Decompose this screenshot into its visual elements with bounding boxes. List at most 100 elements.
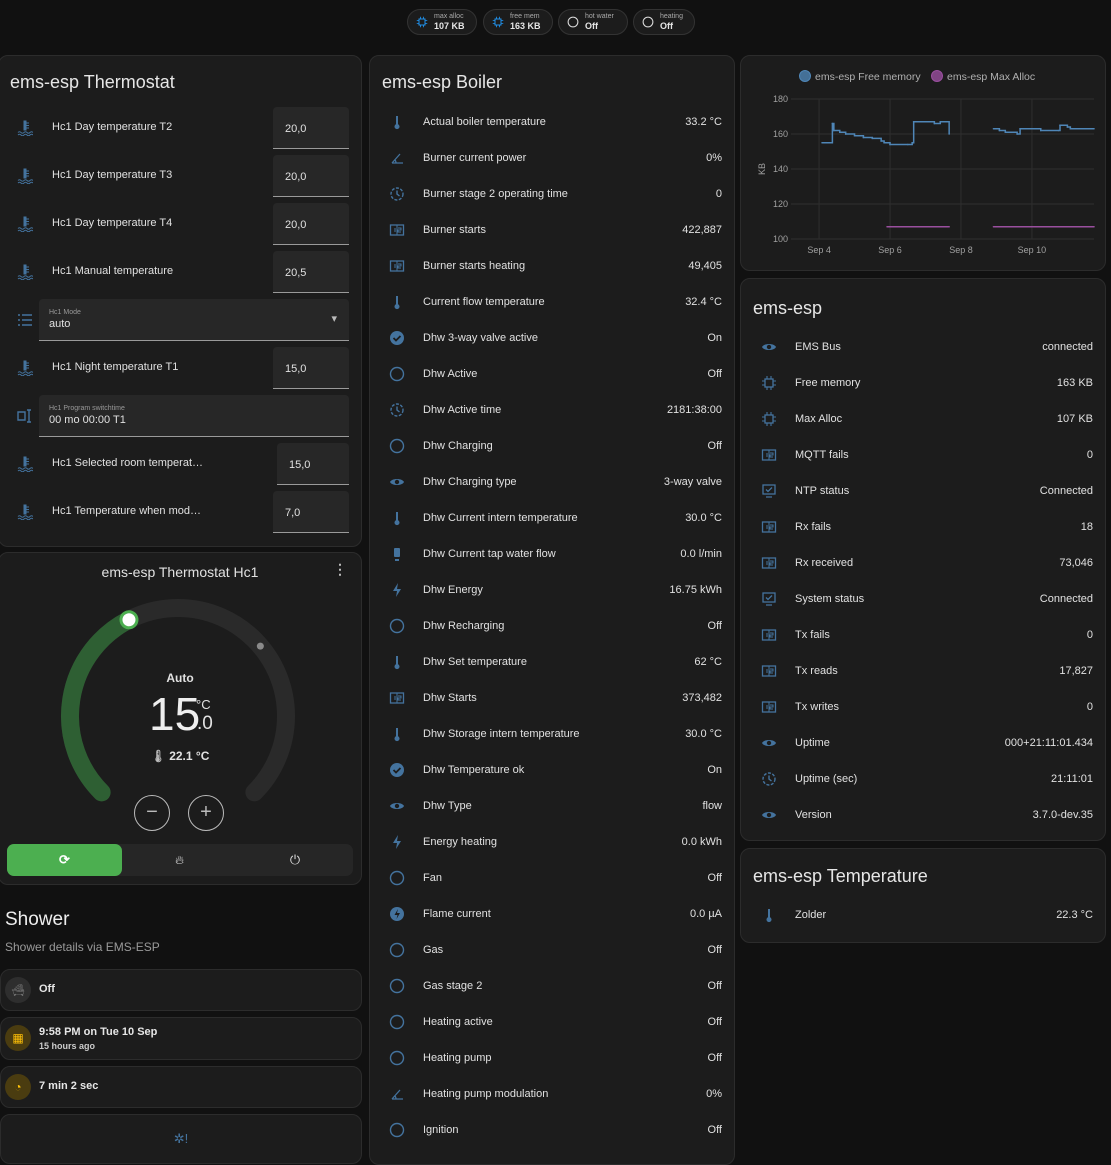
entity-row[interactable]: Dhw Active time 2181:38:00: [370, 392, 734, 428]
row-label: Hc1 Night temperature T1: [52, 361, 179, 373]
mode-off-button[interactable]: ⏻: [237, 844, 353, 876]
temperature-dial[interactable]: [0, 553, 362, 885]
entity-row[interactable]: Dhw Charging type 3-way valve: [370, 464, 734, 500]
entity-row[interactable]: Dhw Set temperature 62 °C: [370, 644, 734, 680]
data-point: [1039, 129, 1042, 132]
memory-chart[interactable]: 100 120 140 160 180 Sep 4 Sep 6 Sep 8 Sep 10 KB em…: [741, 56, 1106, 271]
entity-row[interactable]: Actual boiler temperature 33.2 °C: [370, 104, 734, 140]
entity-row[interactable]: Dhw Recharging Off: [370, 608, 734, 644]
clock-icon: [389, 402, 405, 418]
entity-name: Ignition: [423, 1124, 459, 1136]
entity-row[interactable]: MQTT fails 0: [741, 437, 1105, 473]
mode-select[interactable]: Hc1 Mode auto ▾: [39, 299, 349, 341]
entity-row[interactable]: Uptime (sec) 21:11:01: [741, 761, 1105, 797]
number-input[interactable]: 15,0: [277, 443, 349, 485]
check-circle-icon: [389, 762, 405, 778]
entity-name: Dhw Charging: [423, 440, 493, 452]
entity-name: Current flow temperature: [423, 296, 545, 308]
entity-row[interactable]: Heating pump modulation 0%: [370, 1076, 734, 1112]
entity-name: Gas: [423, 944, 444, 956]
entity-name: Dhw Energy: [423, 584, 483, 596]
entity-name: Flame current: [423, 908, 491, 920]
entity-row[interactable]: Max Alloc 107 KB: [741, 401, 1105, 437]
entity-row[interactable]: Heating active Off: [370, 1004, 734, 1040]
entity-row[interactable]: Free memory 163 KB: [741, 365, 1105, 401]
entity-row[interactable]: Tx writes 0: [741, 689, 1105, 725]
entity-row[interactable]: Dhw Starts 373,482: [370, 680, 734, 716]
entity-row[interactable]: Dhw 3-way valve active On: [370, 320, 734, 356]
entity-name: Dhw Active time: [423, 404, 502, 416]
data-point: [933, 122, 936, 125]
entity-row[interactable]: Flame current 0.0 µA: [370, 896, 734, 932]
entity-row[interactable]: Burner stage 2 operating time 0: [370, 176, 734, 212]
entity-row[interactable]: Gas Off: [370, 932, 734, 968]
entity-row[interactable]: Fan Off: [370, 860, 734, 896]
increase-button[interactable]: +: [188, 795, 224, 831]
text-input[interactable]: Hc1 Program switchtime 00 mo 00:00 T1: [39, 395, 349, 437]
entity-row[interactable]: Dhw Storage intern temperature 30.0 °C: [370, 716, 734, 752]
entity-row[interactable]: Version 3.7.0-dev.35: [741, 797, 1105, 833]
entity-row[interactable]: Tx fails 0: [741, 617, 1105, 653]
shower-tile-calendar[interactable]: ▦ 9:58 PM on Tue 10 Sep 15 hours ago: [0, 1017, 362, 1060]
number-input[interactable]: 20,5: [273, 251, 349, 293]
target-handle[interactable]: [119, 610, 139, 630]
entity-row[interactable]: Dhw Temperature ok On: [370, 752, 734, 788]
entity-row[interactable]: Zolder 22.3 °C: [741, 897, 1105, 933]
entity-row[interactable]: Rx fails 18: [741, 509, 1105, 545]
entity-row[interactable]: Dhw Active Off: [370, 356, 734, 392]
number-input[interactable]: 20,0: [273, 107, 349, 149]
entity-row[interactable]: Burner current power 0%: [370, 140, 734, 176]
entity-value: flow: [702, 800, 722, 812]
entity-row[interactable]: Tx reads 17,827: [741, 653, 1105, 689]
entity-row[interactable]: NTP status Connected: [741, 473, 1105, 509]
chip-free-mem[interactable]: free mem 163 KB: [483, 9, 553, 35]
entity-row[interactable]: EMS Bus connected: [741, 329, 1105, 365]
more-options-icon[interactable]: ⋮: [333, 561, 347, 577]
entity-row[interactable]: Dhw Charging Off: [370, 428, 734, 464]
mode-auto-button[interactable]: ⟳: [7, 844, 122, 876]
decrease-button[interactable]: −: [134, 795, 170, 831]
chip-hot-water[interactable]: hot water Off: [558, 9, 628, 35]
entity-row[interactable]: Dhw Type flow: [370, 788, 734, 824]
mode-heat-button[interactable]: 🔥︎: [122, 844, 237, 876]
entity-row[interactable]: Dhw Energy 16.75 kWh: [370, 572, 734, 608]
entity-row[interactable]: Ignition Off: [370, 1112, 734, 1148]
entity-row[interactable]: Burner starts 422,887: [370, 212, 734, 248]
card-title: ems-esp Boiler: [382, 72, 503, 92]
entity-row[interactable]: Dhw Current intern temperature 30.0 °C: [370, 500, 734, 536]
data-point: [830, 141, 832, 144]
counter-icon: [761, 627, 777, 643]
entity-row[interactable]: Dhw Current tap water flow 0.0 l/min: [370, 536, 734, 572]
target-decimal: .0: [197, 713, 213, 734]
entity-value: 49,405: [688, 260, 722, 272]
shower-tile-timer[interactable]: ◔ 7 min 2 sec: [0, 1066, 362, 1108]
entity-name: Gas stage 2: [423, 980, 483, 992]
entity-name: Dhw Type: [423, 800, 472, 812]
entity-row[interactable]: Heating pump Off: [370, 1040, 734, 1076]
chip-max-alloc[interactable]: max alloc 107 KB: [407, 9, 477, 35]
entity-row[interactable]: System status Connected: [741, 581, 1105, 617]
thermometer-icon: [389, 114, 405, 130]
entity-row[interactable]: Gas stage 2 Off: [370, 968, 734, 1004]
data-point: [883, 141, 885, 144]
number-input[interactable]: 20,0: [273, 203, 349, 245]
entity-value: 30.0 °C: [685, 728, 722, 740]
number-input[interactable]: 7,0: [273, 491, 349, 533]
entity-name: NTP status: [795, 485, 850, 497]
chip-label: heating: [660, 13, 683, 20]
number-input[interactable]: 15,0: [273, 347, 349, 389]
number-input[interactable]: 20,0: [273, 155, 349, 197]
shower-tile-bathtub[interactable]: 🛁︎ Off: [0, 969, 362, 1011]
entity-row[interactable]: Current flow temperature 32.4 °C: [370, 284, 734, 320]
chevron-down-icon: ▾: [331, 313, 337, 325]
entity-row[interactable]: Rx received 73,046: [741, 545, 1105, 581]
counter-icon: [389, 222, 405, 238]
shower-tile-status[interactable]: ✲!: [0, 1114, 362, 1164]
chip-heating[interactable]: heating Off: [633, 9, 695, 35]
climate-card: ems-esp Thermostat Hc1 ⋮ Auto 15 °C .0 🌡…: [0, 552, 362, 885]
coolant-temperature-icon: [17, 264, 34, 281]
entity-row[interactable]: Energy heating 0.0 kWh: [370, 824, 734, 860]
entity-row[interactable]: Uptime 000+21:11:01.434: [741, 725, 1105, 761]
entity-row[interactable]: Burner starts heating 49,405: [370, 248, 734, 284]
entity-name: Heating active: [423, 1016, 493, 1028]
